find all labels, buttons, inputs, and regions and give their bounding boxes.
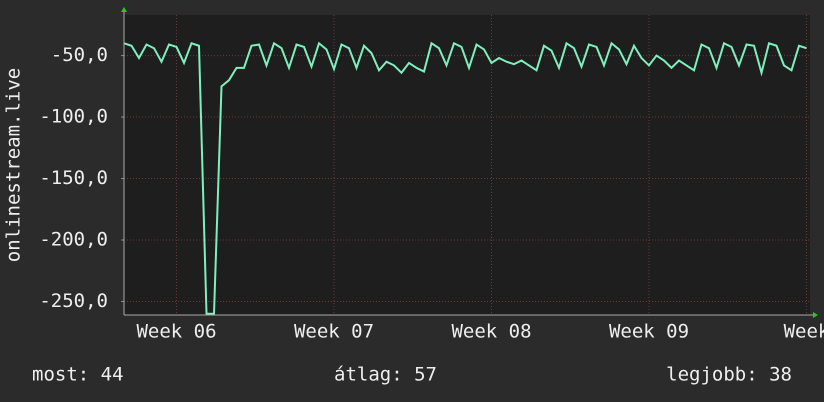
line-series — [123, 41, 807, 315]
y-tick-label: -100,0 — [39, 106, 108, 128]
x-axis-arrow — [813, 312, 818, 318]
y-tick-label: -150,0 — [39, 167, 108, 189]
footer-best: legjobb: 38 — [666, 364, 792, 386]
y-axis-arrow — [121, 7, 127, 12]
x-tick-label: Week 08 — [451, 321, 531, 343]
y-tick-label: -250,0 — [39, 290, 108, 312]
x-tick-label: Week 06 — [136, 321, 216, 343]
footer-average: átlag: 57 — [334, 364, 437, 386]
x-tick-label: Week 09 — [609, 321, 689, 343]
x-tick-label: Week — [784, 321, 824, 343]
x-tick-label: Week 07 — [294, 321, 374, 343]
y-axis-label: onlinestream.live — [3, 68, 25, 262]
y-tick-label: -200,0 — [39, 229, 108, 251]
footer-current: most: 44 — [32, 364, 124, 386]
y-tick-label: -50,0 — [51, 44, 108, 66]
